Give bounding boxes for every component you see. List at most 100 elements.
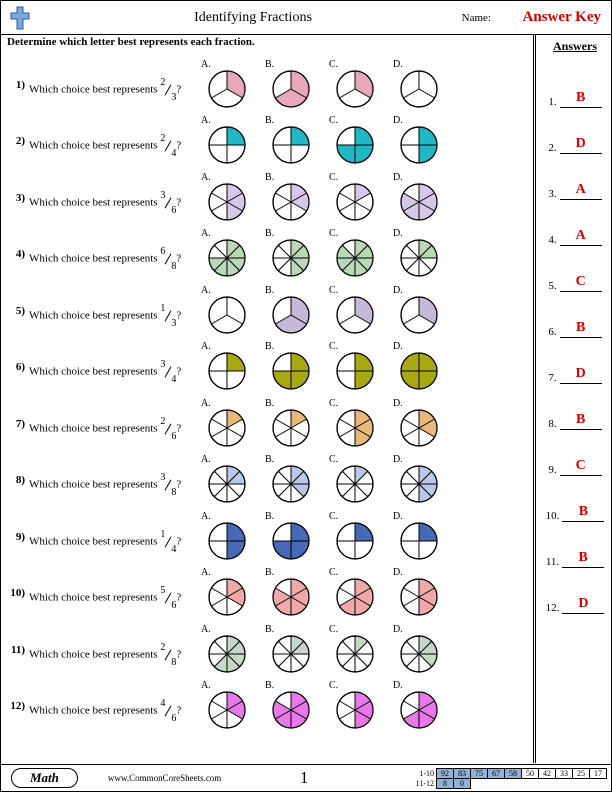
- pie-chart-icon: [271, 69, 311, 109]
- choices: A. B. C. D.: [207, 174, 449, 222]
- answer-value: B: [560, 320, 602, 338]
- question-row: 6) Which choice best represents 34? A. B…: [1, 340, 533, 395]
- fraction: 24: [160, 137, 176, 155]
- fraction: 34: [160, 363, 176, 381]
- pie-chart-icon: [207, 125, 247, 165]
- choice-label: D.: [393, 454, 403, 465]
- choice: D.: [399, 513, 449, 561]
- choice-label: C.: [329, 59, 338, 70]
- fraction: 56: [160, 589, 176, 607]
- question-number: 2): [1, 135, 29, 147]
- question-number: 7): [1, 418, 29, 430]
- pie-chart-icon: [207, 464, 247, 504]
- choice: C.: [335, 569, 385, 617]
- choice-label: A.: [201, 285, 211, 296]
- choice-label: B.: [265, 228, 274, 239]
- answer-number: 3.: [548, 188, 556, 200]
- answer-number: 8.: [548, 418, 556, 430]
- fraction: 68: [160, 250, 176, 268]
- choice: D.: [399, 287, 449, 335]
- pie-chart-icon: [271, 295, 311, 335]
- choices: A. B. C. D.: [207, 513, 449, 561]
- choice: B.: [271, 626, 321, 674]
- question-row: 1) Which choice best represents 23? A. B…: [1, 57, 533, 112]
- choice: A.: [207, 626, 257, 674]
- fraction: 14: [160, 533, 176, 551]
- answer-row: 8.B: [539, 384, 611, 430]
- pie-chart-icon: [399, 182, 439, 222]
- answer-value: C: [560, 458, 602, 476]
- question-text: Which choice best represents 23?: [29, 71, 207, 99]
- choice-label: B.: [265, 285, 274, 296]
- answer-number: 1.: [548, 96, 556, 108]
- question-number: 11): [1, 644, 29, 656]
- choice: B.: [271, 569, 321, 617]
- question-text: Which choice best represents 56?: [29, 579, 207, 607]
- question-text: Which choice best represents 36?: [29, 184, 207, 212]
- answer-row: 3. A: [539, 154, 611, 200]
- pie-chart-icon: [335, 408, 375, 448]
- answer-value: B: [562, 504, 604, 522]
- pie-chart-icon: [271, 125, 311, 165]
- pie-chart-icon: [207, 521, 247, 561]
- choice: C.: [335, 61, 385, 109]
- answers-header: Answers: [539, 39, 611, 54]
- pie-chart-icon: [207, 351, 247, 391]
- choice: A.: [207, 682, 257, 730]
- choice: B.: [271, 230, 321, 278]
- choice-label: C.: [329, 624, 338, 635]
- choice: B.: [271, 287, 321, 335]
- choice-label: A.: [201, 567, 211, 578]
- pie-chart-icon: [271, 521, 311, 561]
- pie-chart-icon: [399, 351, 439, 391]
- choices: A. B. C. D.: [207, 343, 449, 391]
- answer-number: 2.: [548, 142, 556, 154]
- choice-label: A.: [201, 624, 211, 635]
- pie-chart-icon: [399, 521, 439, 561]
- footer: Math www.CommonCoreSheets.com 1 1-109283…: [1, 764, 611, 791]
- choices: A. B. C. D.: [207, 117, 449, 165]
- name-label: Name:: [462, 12, 491, 24]
- pie-chart-icon: [335, 351, 375, 391]
- pie-chart-icon: [271, 577, 311, 617]
- choice: B.: [271, 456, 321, 504]
- choice: B.: [271, 343, 321, 391]
- question-row: 2) Which choice best represents 24? A. B…: [1, 114, 533, 169]
- plus-cross-icon: [9, 5, 31, 31]
- pie-chart-icon: [271, 408, 311, 448]
- choice: D.: [399, 626, 449, 674]
- choice: A.: [207, 230, 257, 278]
- question-number: 3): [1, 192, 29, 204]
- choice: C.: [335, 626, 385, 674]
- question-text: Which choice best represents 26?: [29, 410, 207, 438]
- choice: A.: [207, 569, 257, 617]
- pie-chart-icon: [207, 295, 247, 335]
- choices: A. B. C. D.: [207, 287, 449, 335]
- answer-value: A: [560, 182, 602, 200]
- choice: D.: [399, 230, 449, 278]
- header: Identifying Fractions Name: Answer Key: [1, 1, 611, 35]
- choice: D.: [399, 343, 449, 391]
- answer-value: A: [560, 228, 602, 246]
- answers-column: Answers 1.B2.D3.A4.A5.C6.B7.D8.B9.C10.B1…: [539, 35, 611, 763]
- choice: C.: [335, 287, 385, 335]
- choice: A.: [207, 513, 257, 561]
- pie-chart-icon: [207, 690, 247, 730]
- pie-chart-icon: [399, 690, 439, 730]
- score-grid: 1-109283756758504233251711-1280: [413, 768, 608, 789]
- choice-label: A.: [201, 680, 211, 691]
- question-number: 4): [1, 248, 29, 260]
- question-text: Which choice best represents 46?: [29, 692, 207, 720]
- choice: D.: [399, 400, 449, 448]
- choice-label: D.: [393, 567, 403, 578]
- footer-url: www.CommonCoreSheets.com: [108, 773, 221, 783]
- subject-badge: Math: [11, 768, 78, 788]
- pie-chart-icon: [399, 295, 439, 335]
- choice-label: B.: [265, 115, 274, 126]
- choice-label: D.: [393, 285, 403, 296]
- answer-key-label: Answer Key: [523, 9, 601, 26]
- choice: A.: [207, 456, 257, 504]
- choice-label: C.: [329, 398, 338, 409]
- pie-chart-icon: [207, 69, 247, 109]
- pie-chart-icon: [399, 125, 439, 165]
